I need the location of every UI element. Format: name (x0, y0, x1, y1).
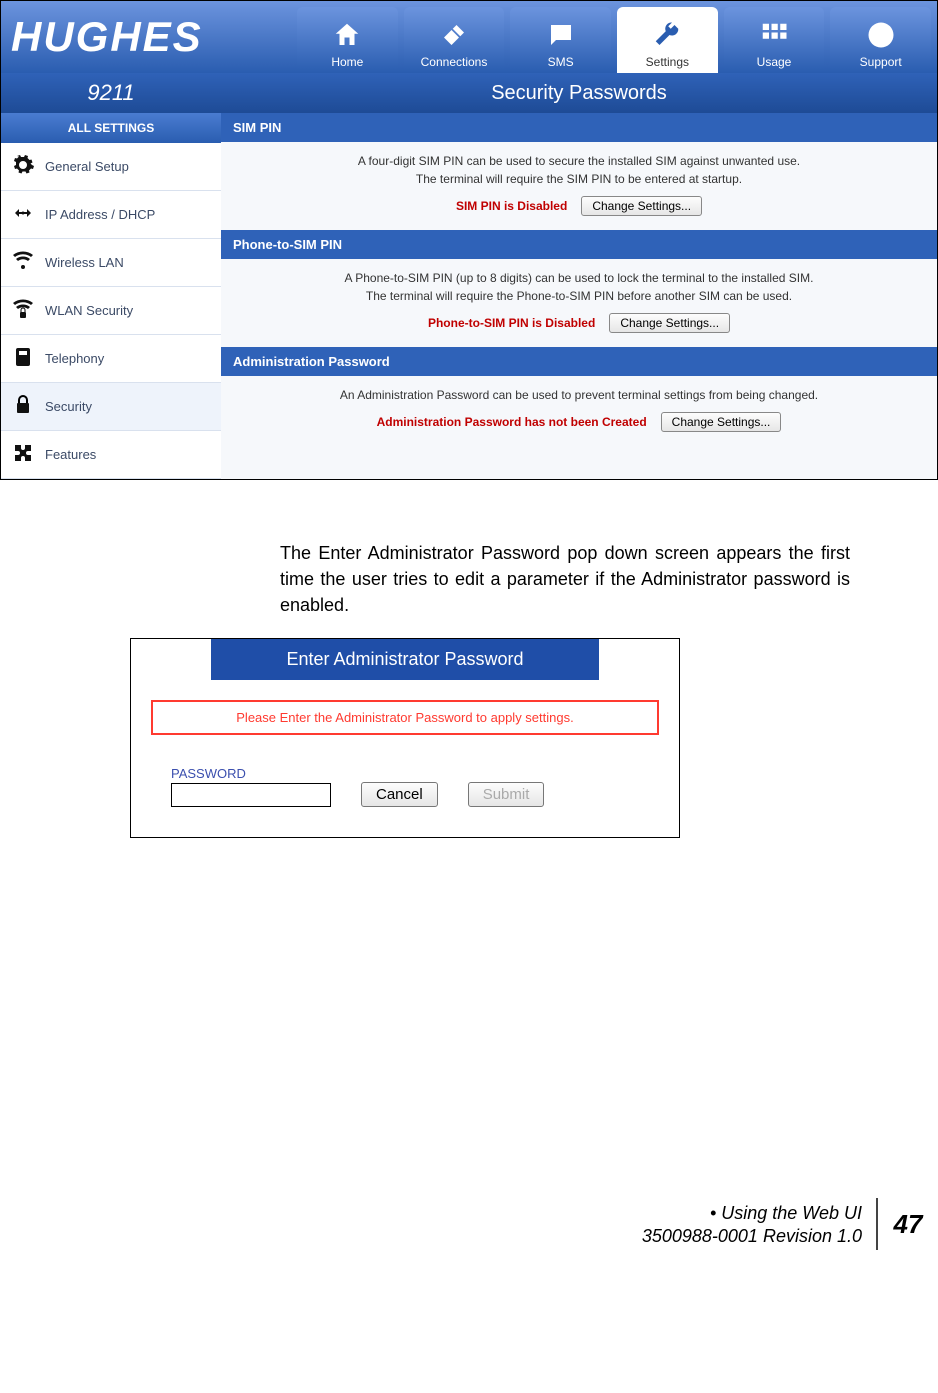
sidebar-item-label: IP Address / DHCP (45, 207, 155, 222)
change-settings-button-2[interactable]: Change Settings... (661, 412, 782, 432)
tab-label: Settings (646, 55, 689, 69)
sidebar: ALL SETTINGS General Setup IP Address / D… (1, 113, 221, 479)
sidebar-item-features[interactable]: Features (1, 431, 221, 479)
sat-icon (439, 20, 469, 55)
wrench-icon (652, 20, 682, 55)
section-header-1: Phone-to-SIM PIN (221, 230, 937, 259)
tab-label: SMS (548, 55, 574, 69)
brand-logo: HUGHES (1, 1, 291, 73)
tab-support[interactable]: ? Support (830, 7, 931, 73)
popup-screenshot: Enter Administrator Password Please Ente… (130, 638, 680, 838)
section-header-0: SIM PIN (221, 113, 937, 142)
section-header-2: Administration Password (221, 347, 937, 376)
sidebar-item-wireless-lan[interactable]: Wireless LAN (1, 239, 221, 287)
help-icon: ? (866, 20, 896, 55)
tab-sms[interactable]: SMS (510, 7, 611, 73)
popup-form: PASSWORD Cancel Submit (131, 755, 679, 837)
ip-icon (11, 201, 35, 228)
popup-warning: Please Enter the Administrator Password … (151, 700, 659, 735)
wlanlock-icon (11, 297, 35, 324)
page-number: 47 (878, 1198, 938, 1250)
footer-text: • Using the Web UI 3500988-0001 Revision… (634, 1198, 878, 1250)
password-input[interactable] (171, 783, 331, 807)
sidebar-item-general-setup[interactable]: General Setup (1, 143, 221, 191)
sidebar-item-label: Wireless LAN (45, 255, 124, 270)
webui-screenshot: HUGHES Home Connections SMS Settings Usage? S… (0, 0, 938, 480)
page-title: Security Passwords (221, 82, 937, 105)
sidebar-item-label: Security (45, 399, 92, 414)
grid-icon (759, 20, 789, 55)
sidebar-item-wlan-security[interactable]: WLAN Security (1, 287, 221, 335)
sidebar-item-telephony[interactable]: Telephony (1, 335, 221, 383)
section-body-1: A Phone-to-SIM PIN (up to 8 digits) can … (221, 259, 937, 347)
page-footer: • Using the Web UI 3500988-0001 Revision… (0, 1198, 938, 1250)
puzzle-icon (11, 441, 35, 468)
lock-icon (11, 393, 35, 420)
sidebar-item-label: General Setup (45, 159, 129, 174)
model-number: 9211 (1, 80, 221, 106)
wlan-icon (11, 249, 35, 276)
footer-line1: • Using the Web UI (710, 1203, 862, 1223)
paragraph-text: The Enter Administrator Password pop dow… (280, 540, 850, 618)
popup-header: Enter Administrator Password (211, 639, 599, 680)
tab-label: Connections (421, 55, 488, 69)
footer-line2: 3500988-0001 Revision 1.0 (642, 1226, 862, 1246)
change-settings-button-1[interactable]: Change Settings... (609, 313, 730, 333)
tabs: Home Connections SMS Settings Usage? Support (291, 1, 937, 73)
section-status-1: Phone-to-SIM PIN is Disabled (428, 314, 595, 332)
page-header: 9211 Security Passwords (1, 73, 937, 113)
section-status-2: Administration Password has not been Cre… (377, 413, 647, 431)
sidebar-header: ALL SETTINGS (1, 113, 221, 143)
cancel-button[interactable]: Cancel (361, 782, 438, 807)
main-panel: SIM PINA four-digit SIM PIN can be used … (221, 113, 937, 479)
sidebar-item-label: WLAN Security (45, 303, 133, 318)
gear-icon (11, 153, 35, 180)
sms-icon (546, 20, 576, 55)
password-label: PASSWORD (171, 766, 246, 781)
sidebar-item-security[interactable]: Security (1, 383, 221, 431)
section-body-0: A four-digit SIM PIN can be used to secu… (221, 142, 937, 230)
home-icon (332, 20, 362, 55)
tab-label: Usage (757, 55, 792, 69)
tab-label: Support (860, 55, 902, 69)
submit-button[interactable]: Submit (468, 782, 545, 807)
tab-connections[interactable]: Connections (404, 7, 505, 73)
sidebar-item-label: Telephony (45, 351, 104, 366)
tab-usage[interactable]: Usage (724, 7, 825, 73)
topbar: HUGHES Home Connections SMS Settings Usage? S… (1, 1, 937, 73)
section-body-2: An Administration Password can be used t… (221, 376, 937, 446)
sidebar-item-label: Features (45, 447, 96, 462)
sidebar-item-ip-address-dhcp[interactable]: IP Address / DHCP (1, 191, 221, 239)
svg-text:?: ? (875, 26, 886, 48)
section-status-0: SIM PIN is Disabled (456, 197, 567, 215)
change-settings-button-0[interactable]: Change Settings... (581, 196, 702, 216)
tab-home[interactable]: Home (297, 7, 398, 73)
tab-label: Home (331, 55, 363, 69)
phone-icon (11, 345, 35, 372)
tab-settings[interactable]: Settings (617, 7, 718, 73)
